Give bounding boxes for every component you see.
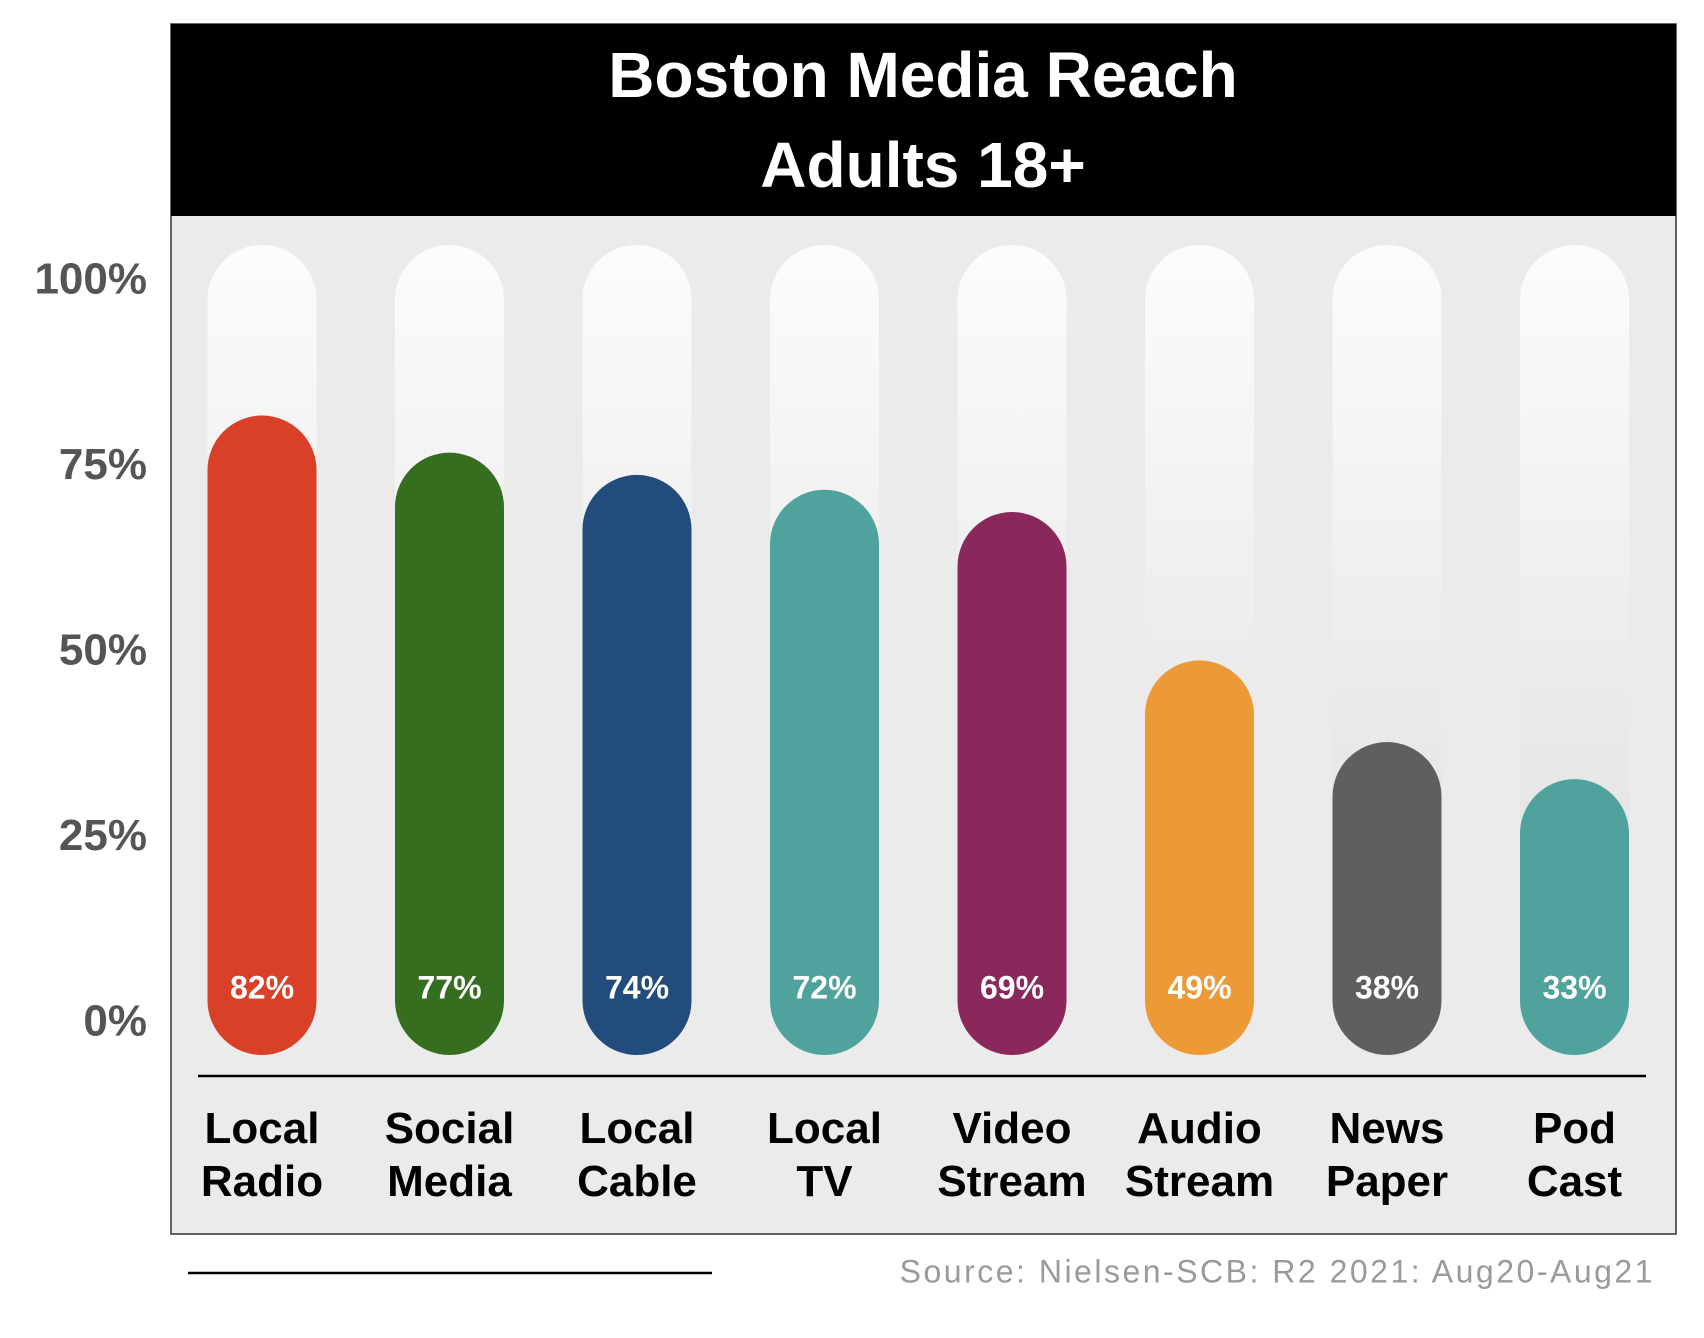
x-tick-label: Pod Cast [1526,1104,1623,1206]
value-label: 77% [417,969,481,1005]
x-tick-label: Social Media [384,1104,515,1206]
y-tick-label: 75% [59,440,147,489]
bar [957,512,1067,1055]
x-tick-label: Audio Stream [1124,1104,1275,1206]
value-label: 72% [792,969,856,1005]
value-label: 33% [1542,969,1606,1005]
bar [1520,779,1629,1055]
source-note: Source: Nielsen-SCB: R2 2021: Aug20-Aug2… [900,1253,1655,1289]
chart-subtitle: Adults 18+ [760,129,1085,201]
value-label: 74% [605,969,669,1005]
y-tick-label: 0% [83,997,147,1046]
bar [770,489,879,1055]
chart-title: Boston Media Reach [608,39,1237,111]
y-tick-label: 100% [34,255,147,304]
x-tick-label: Local Cable [577,1104,697,1206]
x-tick-label: Local TV [767,1104,882,1206]
value-label: 82% [230,969,294,1005]
x-tick-label: News Paper [1325,1104,1449,1206]
y-tick-label: 25% [59,811,147,860]
value-label: 38% [1355,969,1419,1005]
bar [1332,742,1442,1055]
title-band [171,24,1676,216]
value-label: 49% [1167,969,1231,1005]
bar [1145,660,1254,1055]
bar [582,474,692,1055]
value-label: 69% [980,969,1044,1005]
x-tick-label: Local Radio [200,1104,324,1206]
bar [395,452,504,1055]
bar [207,415,317,1055]
x-tick-label: Video Stream [937,1104,1087,1206]
y-tick-label: 50% [59,626,147,675]
